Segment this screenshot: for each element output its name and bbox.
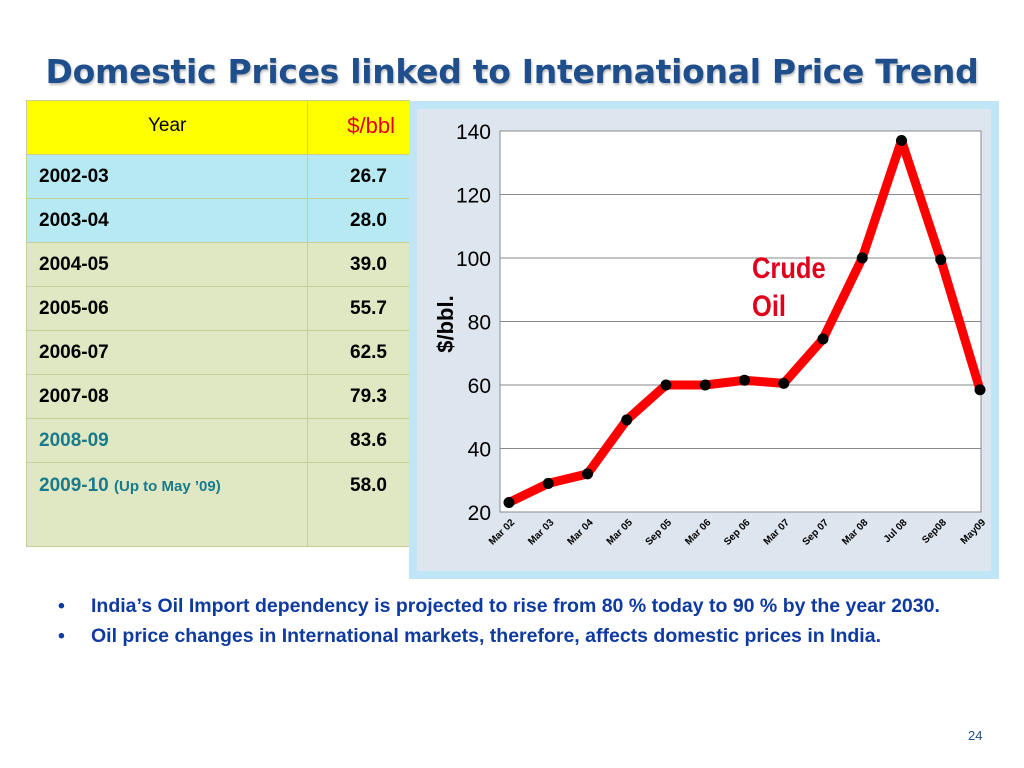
table-row: 2008-09 83.6 — [25, 418, 410, 463]
year-cell: 2005-06 — [25, 286, 309, 331]
x-tick-label: Sep08 — [920, 517, 949, 546]
data-point — [817, 333, 829, 345]
chart-area: 20 40 60 80 100 120 140 $/bbl. Mar 02 Mar 03 Mar 0… — [417, 109, 991, 571]
table-row: 2003-04 28.0 — [25, 198, 410, 243]
x-tick-label: Mar 03 — [526, 517, 556, 547]
data-point — [974, 384, 986, 396]
year-column-header: Year — [25, 100, 309, 155]
x-tick-label: Sep 06 — [722, 517, 753, 548]
data-point — [582, 468, 593, 480]
crude-oil-line-chart: 20 40 60 80 100 120 140 $/bbl. Mar 02 Mar 03 Mar 0… — [433, 121, 989, 548]
x-tick-label: Mar 08 — [840, 517, 870, 547]
x-tick-label: Jul 08 — [882, 517, 910, 545]
price-cell: 39.0 — [307, 242, 410, 287]
series-annotation: Crude — [752, 251, 826, 284]
price-table: Year $/bbl 2002-03 26.7 2003-04 28.0 200… — [25, 100, 410, 547]
y-tick-label: 60 — [468, 375, 491, 398]
x-tick-label: May09 — [959, 517, 989, 547]
x-tick-label: Mar 04 — [565, 517, 595, 547]
data-point — [739, 374, 750, 386]
y-tick-label: 120 — [456, 185, 491, 208]
price-cell: 62.5 — [307, 330, 410, 375]
bullet-list: India’s Oil Import dependency is project… — [58, 591, 978, 651]
data-point — [542, 477, 554, 489]
x-tick-label: Sep 07 — [801, 517, 832, 548]
y-axis-label: $/bbl. — [433, 295, 458, 352]
y-tick-label: 140 — [456, 121, 491, 144]
table-row: 2007-08 79.3 — [25, 374, 410, 419]
x-tick-label: Mar 07 — [762, 517, 792, 547]
price-cell: 79.3 — [307, 374, 410, 419]
year-cell: 2006-07 — [25, 330, 309, 375]
bullet-item: Oil price changes in International marke… — [58, 621, 978, 651]
year-cell: 2002-03 — [25, 154, 309, 199]
price-cell: 58.0 — [307, 462, 410, 547]
table-row: 2002-03 26.7 — [25, 154, 410, 199]
bullet-item: India’s Oil Import dependency is project… — [58, 591, 978, 621]
table-row: 2005-06 55.7 — [25, 286, 410, 331]
data-point — [699, 379, 711, 391]
year-cell: 2007-08 — [25, 374, 309, 419]
year-cell: 2008-09 — [25, 418, 309, 463]
series-annotation: Oil — [752, 289, 786, 322]
y-tick-label: 40 — [468, 439, 491, 462]
y-tick-label: 80 — [468, 312, 491, 335]
price-cell: 55.7 — [307, 286, 410, 331]
data-point — [778, 377, 790, 389]
table-header-row: Year $/bbl — [25, 100, 410, 155]
table-row: 2006-07 62.5 — [25, 330, 410, 375]
page-number: 24 — [968, 728, 983, 743]
price-column-header: $/bbl — [307, 100, 410, 155]
data-point — [621, 414, 633, 426]
x-tick-label: Mar 06 — [683, 517, 713, 547]
year-cell: 2009-10 (Up to May ’09) — [25, 462, 309, 547]
year-cell: 2003-04 — [25, 198, 309, 243]
y-tick-label: 100 — [456, 248, 491, 271]
y-tick-label: 20 — [468, 502, 491, 525]
x-tick-label: Sep 05 — [644, 517, 675, 548]
price-cell: 26.7 — [307, 154, 410, 199]
table-row: 2004-05 39.0 — [25, 242, 410, 287]
data-point — [503, 496, 515, 508]
data-point — [856, 252, 868, 264]
chart-frame: 20 40 60 80 100 120 140 $/bbl. Mar 02 Mar 03 Mar 0… — [409, 101, 999, 579]
data-point — [896, 135, 907, 147]
year-cell-text: 2009-10 — [39, 475, 109, 496]
data-point — [935, 254, 947, 266]
price-cell: 28.0 — [307, 198, 410, 243]
table-row: 2009-10 (Up to May ’09) 58.0 — [25, 462, 410, 547]
slide-title: Domestic Prices linked to International … — [45, 52, 979, 91]
year-cell: 2004-05 — [25, 242, 309, 287]
data-point — [660, 379, 672, 391]
x-tick-label: Mar 02 — [487, 517, 517, 547]
x-tick-label: Mar 05 — [605, 517, 635, 547]
price-cell: 83.6 — [307, 418, 410, 463]
year-cell-note: (Up to May ’09) — [114, 478, 221, 495]
